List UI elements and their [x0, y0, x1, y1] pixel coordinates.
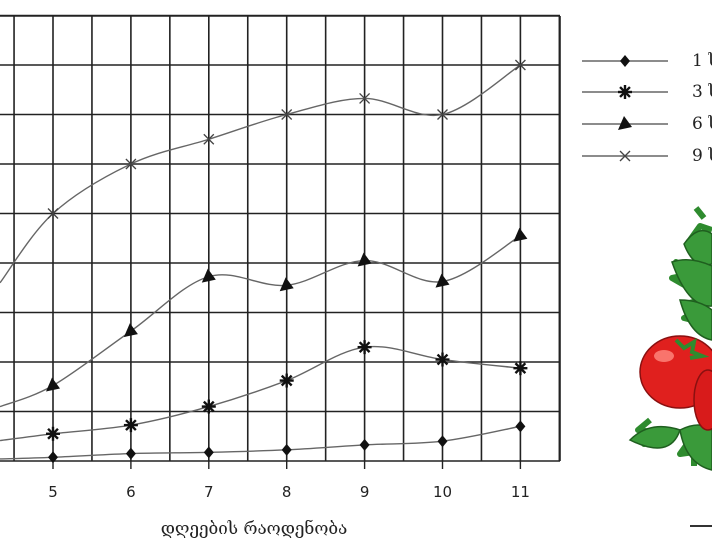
- chart-grid: [0, 14, 561, 469]
- legend-label: 9 ს: [692, 146, 712, 166]
- data-point: [515, 420, 526, 433]
- series-line: [0, 64, 521, 284]
- x-tick-label: 5: [48, 483, 58, 501]
- data-point: [125, 158, 137, 170]
- legend-marker: [620, 55, 630, 67]
- data-point: [359, 92, 371, 104]
- data-point: [435, 273, 450, 288]
- series-line: [0, 235, 521, 408]
- data-point: [203, 133, 215, 145]
- data-point: [203, 446, 214, 459]
- data-point: [357, 252, 372, 267]
- x-tick-label: 8: [282, 483, 292, 501]
- data-point: [359, 438, 370, 451]
- data-point: [437, 435, 448, 448]
- legend: 1 ს 3 ს 6 ს 9 ს: [582, 51, 712, 166]
- x-tick-label: 9: [360, 483, 370, 501]
- series-markers: [46, 59, 528, 464]
- data-point: [123, 418, 138, 433]
- legend-label: 6 ს: [692, 114, 712, 134]
- data-point: [48, 451, 58, 464]
- legend-marker: [618, 85, 632, 99]
- data-point: [46, 426, 60, 441]
- data-point: [279, 373, 294, 388]
- x-tick-label: 7: [204, 483, 214, 501]
- data-point: [281, 109, 293, 120]
- x-axis-label: დღეების რაოდენობა: [161, 519, 348, 539]
- x-tick-labels: 5 6 7 8 9 10 11: [48, 483, 530, 501]
- data-point: [46, 377, 60, 392]
- data-point: [123, 323, 138, 338]
- x-tick-label: 6: [126, 483, 136, 501]
- data-point: [514, 59, 526, 71]
- data-point: [435, 352, 450, 367]
- data-point: [281, 443, 292, 456]
- series-line: [0, 425, 521, 460]
- data-point: [47, 208, 59, 219]
- data-point: [201, 268, 216, 283]
- data-point: [513, 361, 528, 376]
- tomato-plant-illustration: [628, 206, 712, 527]
- data-point: [513, 227, 528, 242]
- data-point: [437, 109, 448, 120]
- legend-marker: [619, 150, 631, 162]
- series-line: [0, 345, 521, 442]
- data-point: [201, 399, 216, 414]
- x-tick-label: 11: [511, 483, 530, 501]
- series-lines: [0, 64, 521, 460]
- data-point: [125, 447, 136, 460]
- legend-marker: [618, 116, 632, 130]
- legend-label: 1 ს: [692, 51, 712, 71]
- x-tick-label: 10: [433, 483, 452, 501]
- legend-label: 3 ს: [692, 82, 712, 102]
- data-point: [279, 277, 294, 292]
- data-point: [357, 340, 372, 355]
